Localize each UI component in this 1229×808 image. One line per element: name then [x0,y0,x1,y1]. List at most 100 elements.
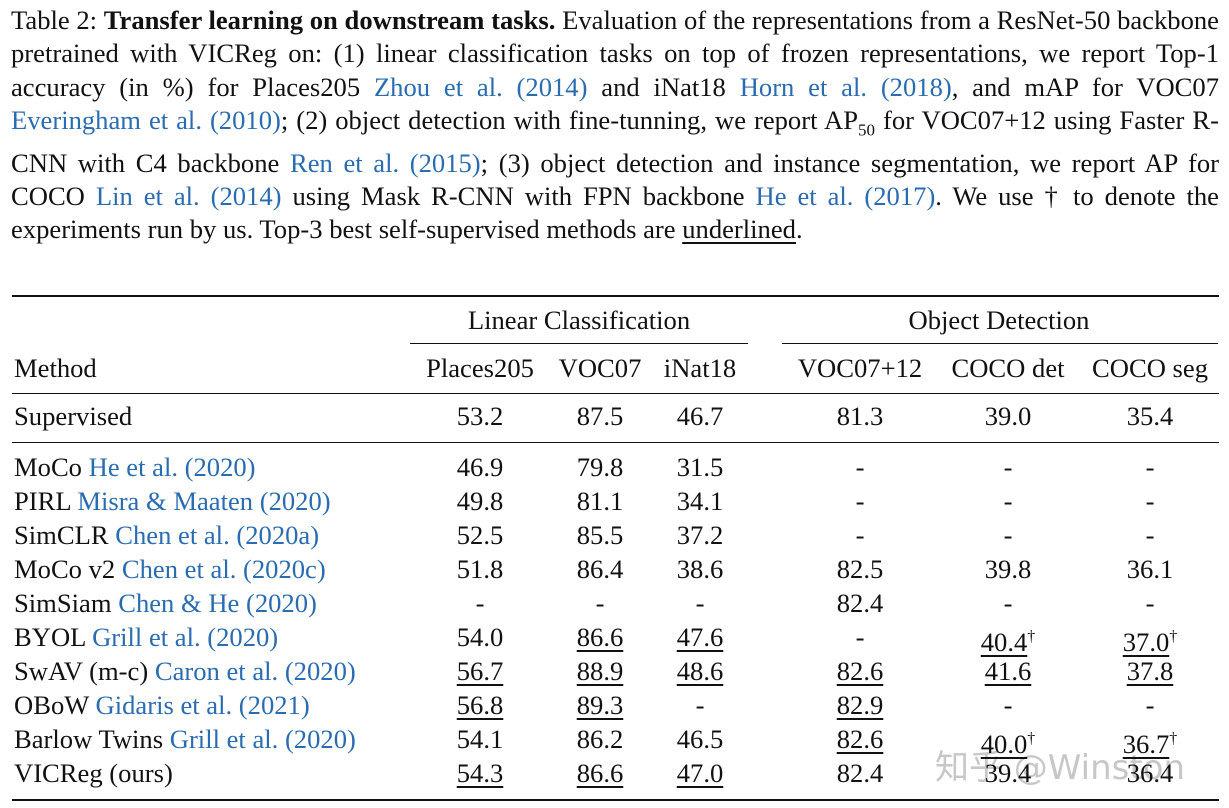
value-cell: - [1003,690,1013,720]
value-cell: 82.9 [837,689,884,721]
caption-segment: Table 2: [11,5,104,35]
value-cell: - [855,622,865,652]
caption-segment: Horn et al. (2018) [739,71,952,102]
value-cell: 82.6 [837,723,884,755]
value-cell: 36.4 [1126,758,1174,788]
value: 37.0 [1122,626,1170,657]
value-cell: 38.6 [676,554,724,584]
value-cell: 87.5 [576,401,624,431]
value-cell: - [1003,486,1013,516]
mid-rule [12,442,1219,443]
value-cell: 86.6 [577,621,624,653]
value-cell: - [1003,588,1013,618]
value: 41.6 [984,656,1032,686]
value-cell: 82.4 [836,588,884,618]
value: 40.4 [980,626,1028,657]
caption-segment: He et al. (2017) [755,180,936,211]
value-cell: - [855,486,865,516]
value-cell: - [1145,588,1155,618]
caption-segment: , and mAP for VOC07 [951,71,1219,102]
method-name: PIRL [14,486,71,516]
value-cell: 52.5 [456,520,504,550]
method-name: SimCLR [14,520,109,550]
value-cell: 86.6 [577,757,624,789]
method-cell: BYOL Grill et al. (2020) [14,621,278,653]
value-cell: 46.5 [676,724,724,754]
value-cell: 82.4 [836,758,884,788]
caption-segment: Zhou et al. (2014) [373,71,588,102]
method-cell: Barlow Twins Grill et al. (2020) [14,723,356,755]
value-cell: - [1003,452,1013,482]
value-cell: 39.8 [984,554,1032,584]
dagger: † [1027,628,1036,645]
value: 86.6 [576,622,624,652]
value-cell: 47.6 [677,621,724,653]
value-cell: - [695,588,705,618]
method-name: VICReg (ours) [14,758,173,788]
citation: Grill et al. (2020) [169,724,356,754]
method-name: OBoW [14,690,89,720]
value-cell: 81.3 [836,401,884,431]
value-cell: - [855,520,865,550]
value-cell: 34.1 [676,486,724,516]
value-cell: 56.8 [457,689,504,721]
value-cell: 37.0† [1123,621,1178,657]
group-rule [410,343,748,344]
value-cell: 85.5 [576,520,624,550]
caption-segment: ; (3) object detection and instance segm… [11,147,1220,211]
method-cell: OBoW Gidaris et al. (2021) [14,689,310,721]
method-cell: Supervised [14,400,132,432]
value-cell: 86.4 [576,554,624,584]
value-cell: 86.2 [576,724,624,754]
value-cell: - [1003,520,1013,550]
method-name: BYOL [14,622,86,652]
group-header: Object Detection [908,305,1090,335]
value-cell: - [695,690,705,720]
caption-segment: for VOC07+12 using Faster R-CNN with C4 … [11,104,1219,178]
value-cell: 39.4 [984,758,1032,788]
column-header: VOC07 [558,353,642,383]
value: 36.7 [1122,728,1170,759]
column-header: Places205 [426,353,534,383]
value: 48.6 [676,656,724,686]
value-cell: 35.4 [1126,401,1174,431]
column-header: VOC07+12 [797,353,923,383]
value-cell: 36.7† [1123,723,1178,759]
citation: Gidaris et al. (2021) [95,690,310,720]
citation: Chen et al. (2020c) [121,554,326,584]
value-cell: 54.3 [457,757,504,789]
value: 47.0 [676,758,724,788]
value-cell: 40.0† [981,723,1036,759]
caption-segment: Everingham et al. (2010) [11,104,281,135]
value-cell: - [855,452,865,482]
value: 47.6 [676,622,724,652]
dagger: † [1027,730,1036,747]
caption-segment: underlined [682,214,796,245]
value-cell: 36.1 [1126,554,1174,584]
citation: Chen & He (2020) [118,588,317,618]
value: 86.6 [576,758,624,788]
value-cell: 37.8 [1127,655,1174,687]
value-cell: 88.9 [577,655,624,687]
caption-segment: . We use † to denote the experiments run… [11,180,1219,245]
value-cell: 47.0 [677,757,724,789]
group-rule [782,343,1218,344]
method-cell: MoCo v2 Chen et al. (2020c) [14,553,326,585]
top-rule [12,295,1219,297]
value-cell: 79.8 [576,452,624,482]
value: 37.8 [1126,656,1174,686]
caption-segment: using Mask R-CNN with FPN backbone [281,180,756,211]
value: 82.9 [836,690,884,720]
value-cell: - [475,588,485,618]
value-cell: 39.0 [984,401,1032,431]
value-cell: 56.7 [457,655,504,687]
value: 56.8 [456,690,504,720]
method-cell: SimSiam Chen & He (2020) [14,587,317,619]
value-cell: 46.9 [456,452,504,482]
method-cell: PIRL Misra & Maaten (2020) [14,485,331,517]
column-header: COCO det [951,353,1065,383]
value-cell: 82.6 [837,655,884,687]
value-cell: - [1145,486,1155,516]
value-cell: 89.3 [577,689,624,721]
